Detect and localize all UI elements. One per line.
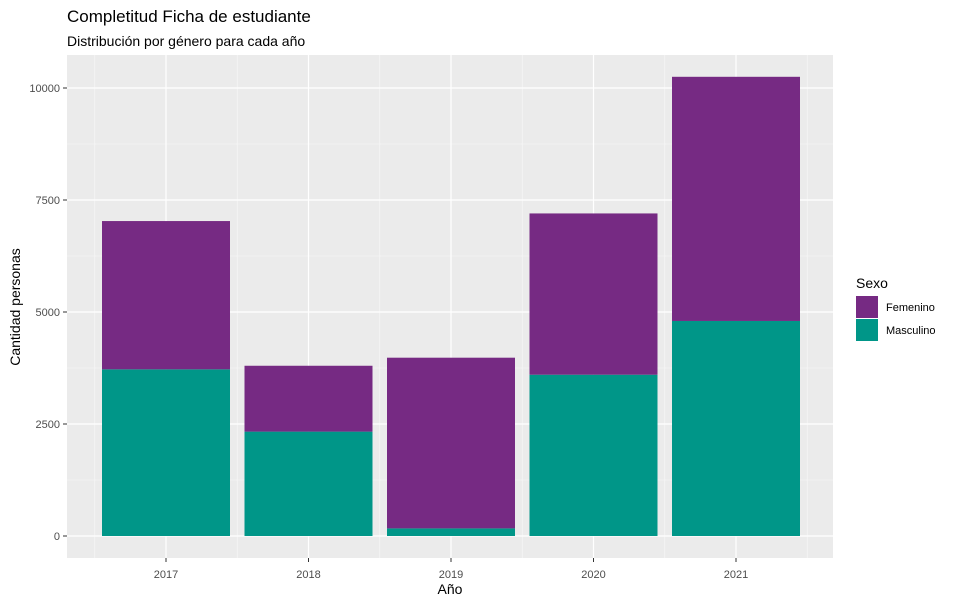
bar-femenino-2018	[244, 365, 373, 432]
legend-label-masculino: Masculino	[886, 325, 936, 337]
x-tick-label: 2021	[724, 569, 748, 581]
bar-femenino-2019	[387, 357, 515, 529]
bars	[102, 76, 800, 536]
x-tick-label: 2018	[296, 569, 320, 581]
legend: Sexo Femenino Masculino	[856, 275, 936, 341]
x-tick-label: 2017	[154, 569, 178, 581]
x-axis-title: Año	[438, 581, 463, 597]
chart-subtitle: Distribución por género para cada año	[67, 33, 305, 49]
bar-masculino-2017	[102, 369, 230, 536]
bar-femenino-2021	[672, 76, 800, 321]
chart-title: Completitud Ficha de estudiante	[67, 7, 311, 26]
bar-femenino-2020	[529, 213, 658, 375]
x-tick-label: 2019	[439, 569, 463, 581]
bar-masculino-2019	[387, 528, 515, 536]
bar-masculino-2018	[244, 431, 373, 536]
legend-label-femenino: Femenino	[886, 302, 935, 314]
legend-key-femenino	[856, 296, 878, 318]
x-tick-label: 2020	[581, 569, 605, 581]
bar-masculino-2020	[529, 374, 658, 536]
y-tick-label: 0	[54, 531, 60, 543]
legend-key-masculino	[856, 319, 878, 341]
y-tick-label: 5000	[36, 307, 60, 319]
y-axis-title: Cantidad personas	[7, 248, 23, 366]
legend-title: Sexo	[856, 275, 888, 291]
bar-masculino-2021	[672, 320, 800, 536]
x-axis: 2017 2018 2019 2020 2021	[154, 558, 748, 581]
y-tick-label: 2500	[36, 419, 60, 431]
y-axis: 0 2500 5000 7500 10000	[29, 83, 67, 543]
y-tick-label: 10000	[29, 83, 60, 95]
bar-femenino-2017	[102, 221, 230, 370]
y-tick-label: 7500	[36, 195, 60, 207]
